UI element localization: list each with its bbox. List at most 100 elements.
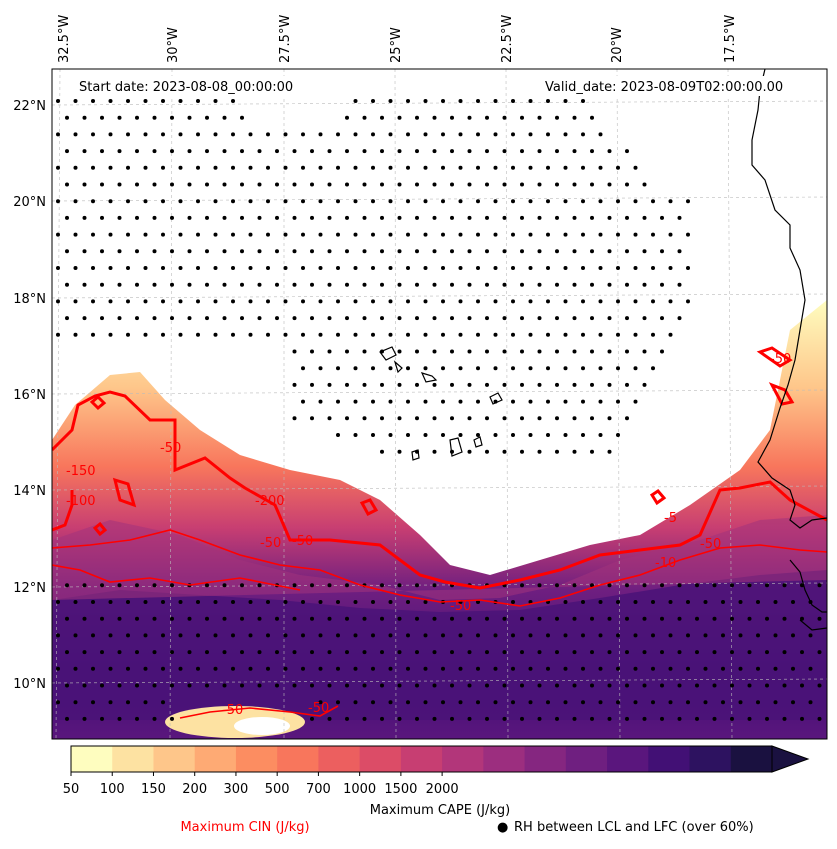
rh-dot <box>791 666 795 671</box>
rh-dot <box>108 299 113 304</box>
rh-dot <box>222 616 227 621</box>
rh-dot <box>65 616 69 621</box>
rh-dot <box>686 199 690 204</box>
rh-dot <box>65 583 69 588</box>
rh-dot <box>135 149 139 154</box>
rh-dot <box>467 416 472 421</box>
rh-dot <box>231 332 235 337</box>
rh-dot <box>100 616 104 621</box>
rh-dot <box>397 316 402 321</box>
rh-dot <box>318 165 323 170</box>
rh-dot <box>555 149 559 154</box>
rh-dot <box>362 650 367 655</box>
rh-dot <box>476 199 480 204</box>
rh-dot <box>730 716 734 721</box>
longitude-labels: 32.5°W 30°W 27.5°W 25°W 22.5°W 20°W 17.5… <box>57 15 738 63</box>
rh-dot <box>170 716 174 721</box>
rh-dot <box>170 282 174 287</box>
rh-dot <box>406 299 410 304</box>
rh-dot <box>747 716 752 721</box>
rh-dot <box>362 316 367 321</box>
rh-legend-marker: ● <box>497 820 508 835</box>
rh-dot <box>248 633 253 638</box>
rh-dot <box>476 600 480 604</box>
rh-dot <box>56 299 60 304</box>
rh-dot <box>240 650 244 655</box>
rh-dot <box>415 282 419 287</box>
rh-dot <box>178 99 183 103</box>
rh-dot <box>493 232 498 237</box>
rh-dot <box>397 282 402 287</box>
rh-dot <box>213 666 218 671</box>
rh-dot <box>213 332 218 337</box>
rh-dot <box>100 115 104 120</box>
rh-dot <box>266 132 270 137</box>
rh-dot <box>100 683 104 688</box>
rh-dot <box>616 433 620 437</box>
rh-dot <box>108 99 113 103</box>
colorbar-ticks: 50 100 150 200 300 500 700 1000 1500 2000 <box>63 772 459 797</box>
rh-dot <box>240 316 244 321</box>
rh-dot <box>782 650 787 655</box>
rh-dot <box>283 266 288 270</box>
rh-dot <box>476 633 480 638</box>
contour-labels: -50 -50 -50 -50 -50 -100 -150 -200 -50 -… <box>66 352 791 718</box>
rh-dot <box>371 232 375 237</box>
rh-dot <box>283 666 288 671</box>
rh-dot <box>633 399 638 404</box>
rh-dot <box>65 149 69 154</box>
rh-dot <box>450 215 454 220</box>
rh-dot <box>572 349 577 354</box>
rh-dot <box>528 232 533 237</box>
rh-dot <box>205 249 209 254</box>
rh-dot <box>362 416 367 421</box>
rh-dot <box>485 249 489 254</box>
rh-dot <box>213 299 218 304</box>
rh-dot <box>292 583 297 588</box>
rh-dot <box>677 683 682 688</box>
rh-dot <box>563 600 568 604</box>
rh-dot <box>607 583 612 588</box>
rh-dot <box>572 583 577 588</box>
rh-dot <box>283 132 288 137</box>
rh-dot <box>651 299 655 304</box>
rh-dot <box>65 249 69 254</box>
rh-dot <box>65 282 69 287</box>
rh-dot <box>555 650 559 655</box>
colorbar-segment <box>400 746 443 772</box>
rh-dot <box>450 716 454 721</box>
rh-dot <box>511 366 515 371</box>
rh-dot <box>607 449 612 454</box>
rh-dot <box>73 165 78 170</box>
rh-dot <box>108 633 113 638</box>
rh-dot <box>73 666 78 671</box>
rh-dot <box>598 266 603 270</box>
rh-dot <box>91 666 95 671</box>
rh-dot <box>292 416 297 421</box>
rh-dot <box>415 249 419 254</box>
rh-dot <box>686 232 690 237</box>
rh-dot <box>817 683 822 688</box>
rh-dot <box>56 132 60 137</box>
rh-dot <box>108 266 113 270</box>
rh-dot <box>380 115 384 120</box>
rh-dot <box>275 683 279 688</box>
rh-dot <box>625 683 629 688</box>
rh-dot <box>397 449 402 454</box>
rh-dot <box>108 666 113 671</box>
rh-dot <box>660 249 664 254</box>
rh-dot <box>485 115 489 120</box>
rh-dot <box>406 399 410 404</box>
rh-dot <box>143 299 148 304</box>
rh-dot <box>441 332 445 337</box>
rh-dot <box>590 382 594 387</box>
lat-label: 18°N <box>13 292 46 307</box>
rh-dot <box>371 299 375 304</box>
rh-dot <box>310 215 314 220</box>
rh-dot <box>257 249 262 254</box>
rh-dot <box>695 616 699 621</box>
rh-dot <box>511 433 515 437</box>
rh-dot <box>117 316 122 321</box>
rh-dot <box>590 282 594 287</box>
rh-dot <box>178 132 183 137</box>
